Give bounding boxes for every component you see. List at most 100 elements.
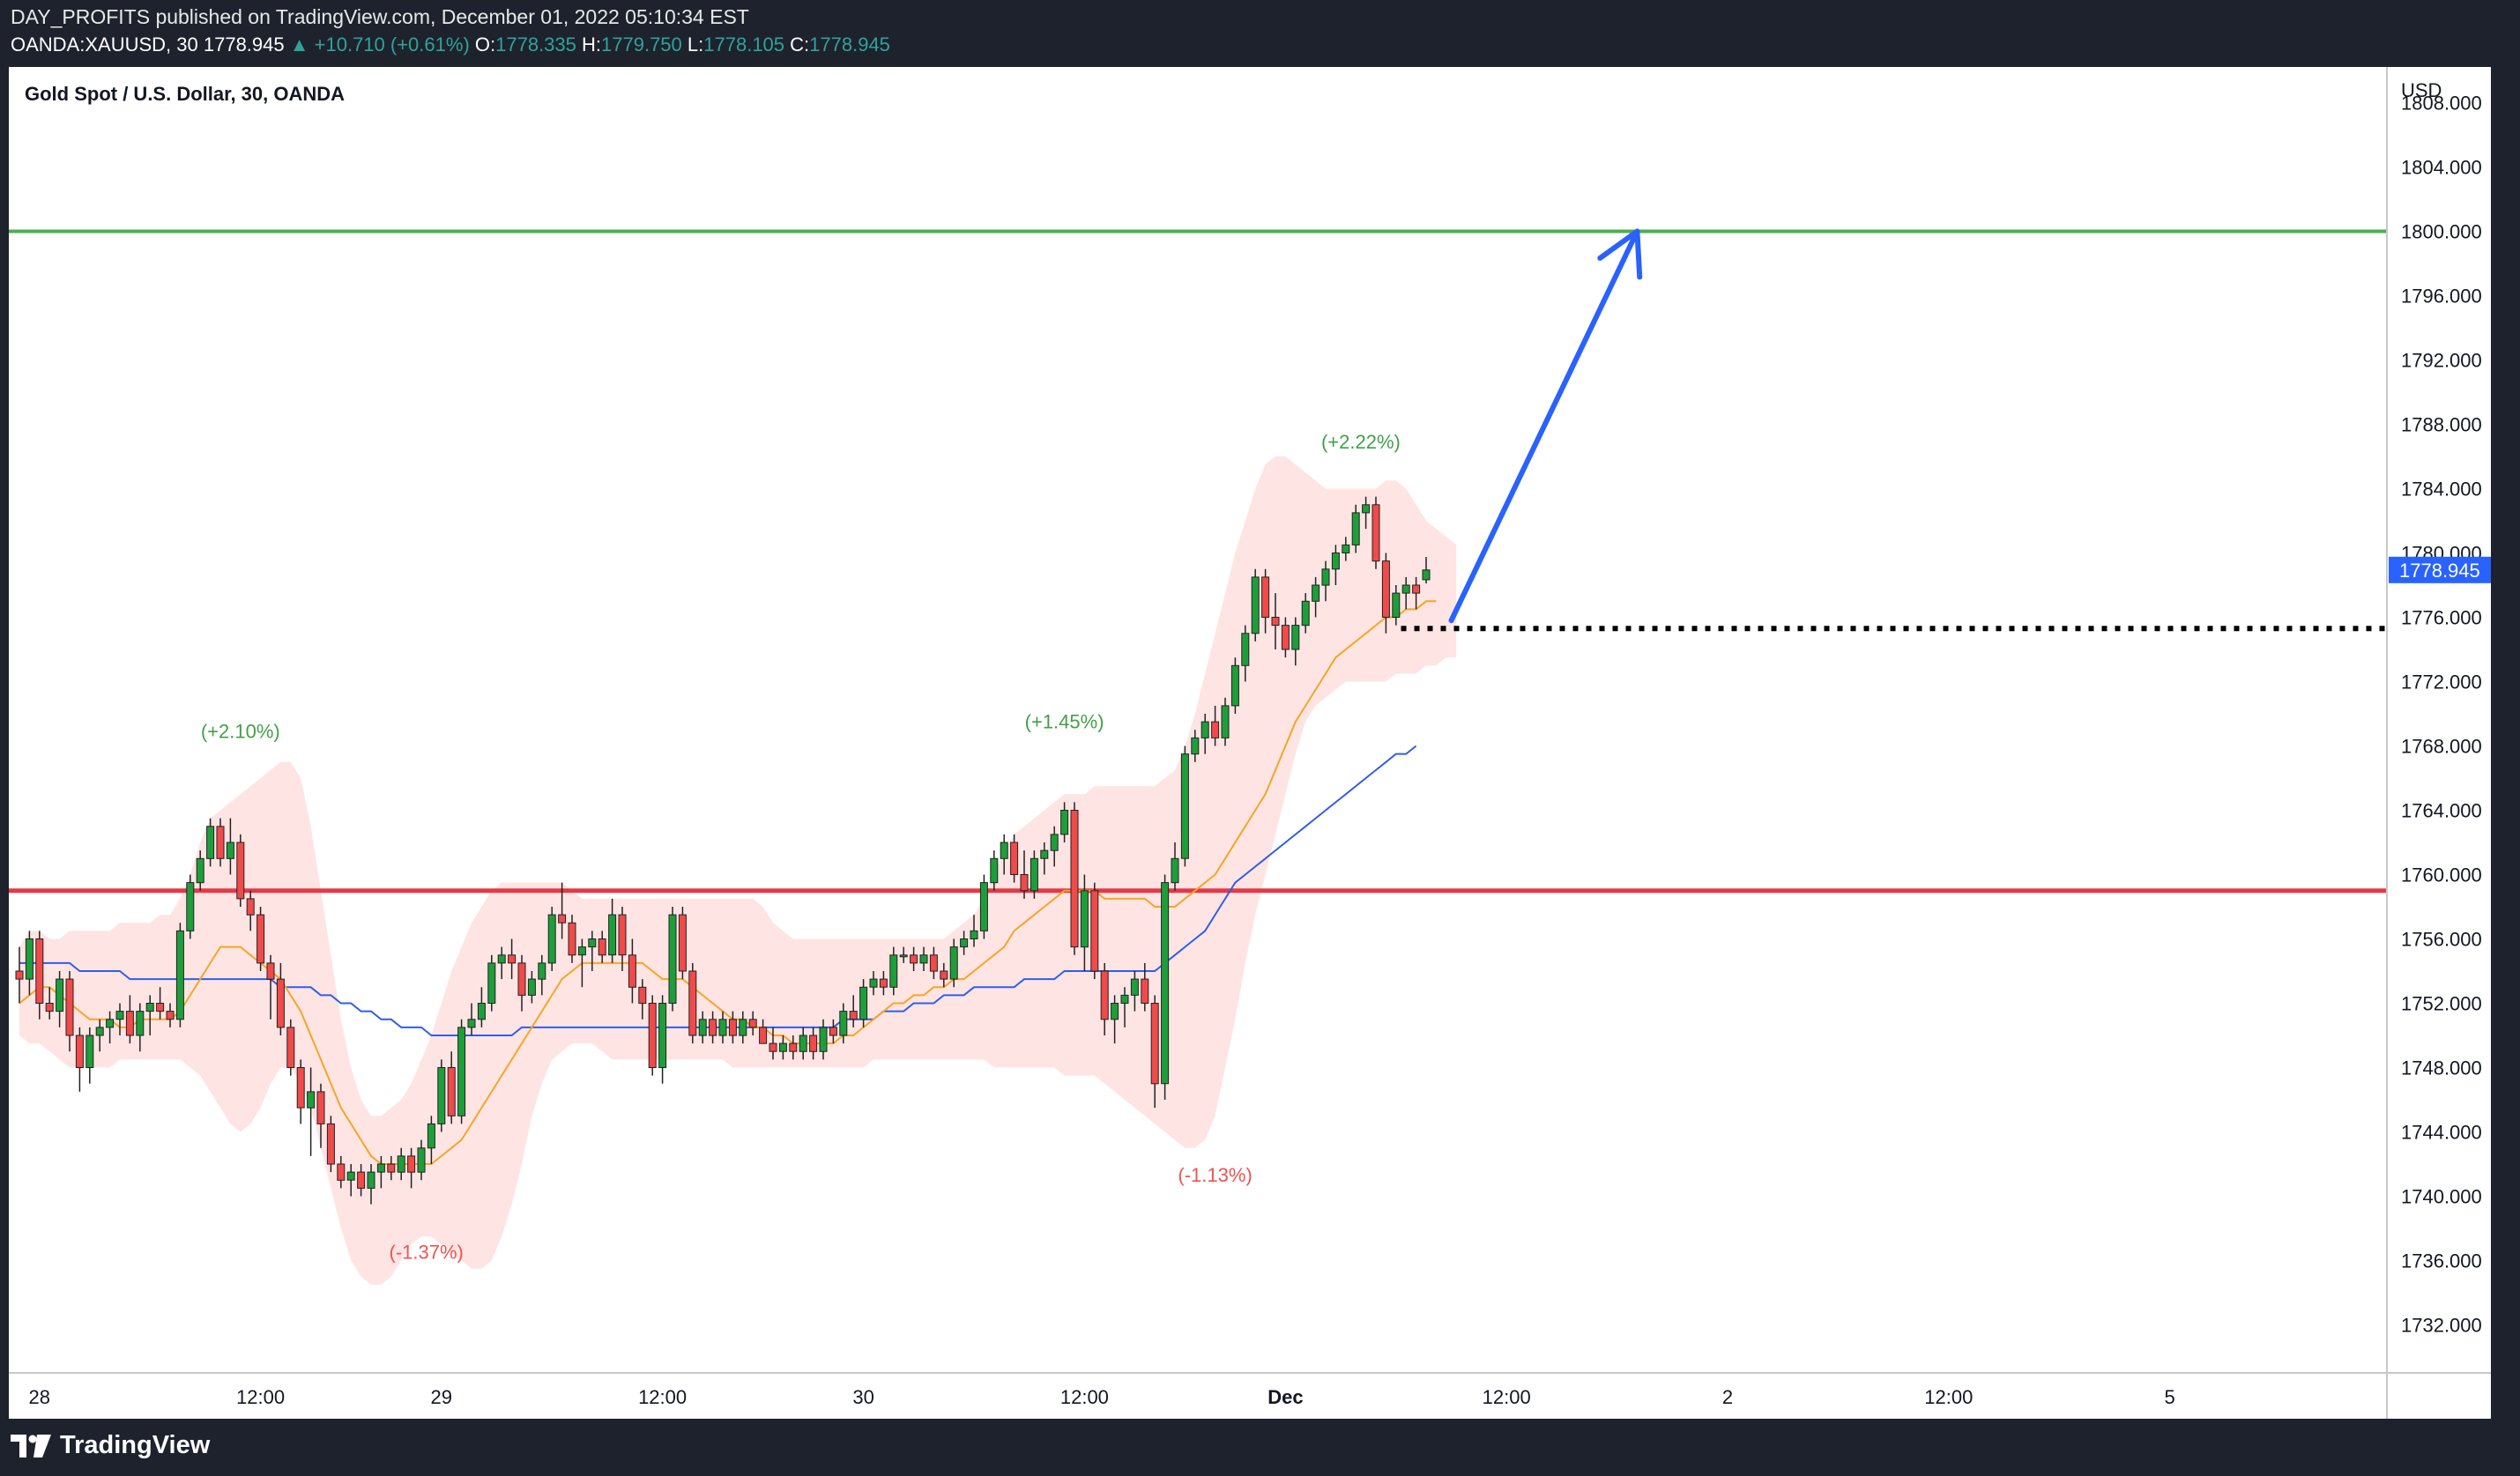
candle[interactable] — [990, 850, 999, 891]
candle[interactable] — [1050, 826, 1059, 867]
candle[interactable] — [256, 907, 265, 971]
candle[interactable] — [638, 979, 647, 1020]
time-axis[interactable]: 28 12:00 29 12:00 30 12:00 Dec 12:00 2 12:00 5 — [29, 1386, 2175, 1408]
candle[interactable] — [1100, 962, 1109, 1035]
candle[interactable] — [919, 946, 928, 971]
candle[interactable] — [759, 1019, 768, 1044]
candle[interactable] — [517, 954, 526, 1012]
candle[interactable] — [1150, 995, 1159, 1109]
candle[interactable] — [115, 1003, 124, 1036]
candle[interactable] — [668, 907, 677, 1012]
candle[interactable] — [316, 1083, 325, 1148]
candle[interactable] — [1060, 802, 1069, 842]
candle[interactable] — [748, 1011, 757, 1035]
candle[interactable] — [1271, 593, 1280, 649]
candle[interactable] — [829, 1019, 837, 1044]
candle[interactable] — [558, 882, 567, 939]
price-axis[interactable]: 1808.000 1804.000 1800.000 1796.000 1792.000… — [2401, 93, 2482, 1337]
candle[interactable] — [65, 971, 74, 1052]
candle[interactable] — [447, 1051, 456, 1124]
candle[interactable] — [839, 1003, 848, 1044]
candle[interactable] — [869, 971, 878, 996]
candle[interactable] — [1130, 971, 1139, 1012]
candle[interactable] — [648, 995, 657, 1076]
candle[interactable] — [547, 907, 556, 971]
candle[interactable] — [196, 850, 204, 891]
candle[interactable] — [1201, 714, 1209, 754]
candle[interactable] — [1412, 576, 1421, 610]
candle[interactable] — [296, 1059, 305, 1124]
candle[interactable] — [709, 1011, 717, 1044]
candle[interactable] — [940, 962, 948, 988]
candle[interactable] — [1372, 496, 1380, 569]
candle[interactable] — [628, 938, 636, 1004]
candle[interactable] — [1211, 705, 1220, 746]
candle[interactable] — [125, 995, 134, 1044]
candle[interactable] — [769, 1027, 777, 1060]
candle[interactable] — [145, 995, 154, 1035]
candle[interactable] — [508, 938, 517, 980]
candle[interactable] — [899, 946, 908, 963]
candle[interactable] — [1111, 995, 1119, 1044]
candle[interactable] — [1281, 617, 1290, 658]
chart-area[interactable]: (+2.10%) (-1.37%) (+1.45%) (-1.13%) (+2.22%)… — [9, 67, 2491, 1419]
candle[interactable] — [789, 1035, 798, 1060]
candle[interactable] — [1251, 568, 1260, 642]
candle[interactable] — [367, 1164, 375, 1205]
candle[interactable] — [1381, 553, 1390, 634]
candle[interactable] — [397, 1147, 405, 1181]
candle[interactable] — [778, 1035, 787, 1060]
candle[interactable] — [75, 1027, 84, 1092]
candle[interactable] — [718, 1011, 727, 1044]
candle[interactable] — [346, 1164, 355, 1197]
candle[interactable] — [568, 915, 576, 963]
candle[interactable] — [337, 1155, 346, 1189]
candle[interactable] — [1020, 850, 1029, 899]
candle[interactable] — [457, 1019, 466, 1124]
candle[interactable] — [236, 834, 245, 907]
candle[interactable] — [326, 1116, 335, 1173]
candle[interactable] — [588, 931, 597, 971]
candle[interactable] — [1291, 617, 1300, 666]
candle[interactable] — [487, 954, 496, 1012]
candle[interactable] — [1362, 496, 1371, 530]
candle[interactable] — [1312, 576, 1320, 618]
candle[interactable] — [728, 1011, 737, 1044]
candle[interactable] — [136, 1003, 145, 1052]
candle[interactable] — [437, 1059, 446, 1132]
candle[interactable] — [799, 1027, 807, 1060]
candle[interactable] — [186, 874, 195, 939]
candle[interactable] — [739, 1011, 747, 1044]
publisher-name[interactable]: DAY_PROFITS — [11, 5, 151, 28]
candle[interactable] — [970, 915, 978, 947]
candle[interactable] — [819, 1019, 828, 1060]
candle[interactable] — [417, 1139, 426, 1181]
candle[interactable] — [960, 931, 969, 955]
candle[interactable] — [35, 931, 44, 1020]
candle[interactable] — [427, 1116, 435, 1164]
candle[interactable] — [1221, 697, 1230, 746]
candle[interactable] — [1392, 585, 1401, 626]
candle[interactable] — [1351, 504, 1360, 553]
candle[interactable] — [949, 938, 958, 988]
candle[interactable] — [598, 931, 606, 963]
candle[interactable] — [206, 818, 215, 867]
candle[interactable] — [618, 907, 627, 971]
candle[interactable] — [166, 1003, 175, 1027]
candle[interactable] — [216, 818, 225, 867]
candle[interactable] — [307, 1067, 316, 1156]
candle[interactable] — [859, 979, 868, 1027]
candle[interactable] — [1191, 730, 1200, 762]
candle[interactable] — [929, 946, 938, 980]
candle[interactable] — [1241, 625, 1250, 682]
candle[interactable] — [15, 946, 24, 1004]
candle[interactable] — [45, 987, 54, 1020]
candle[interactable] — [889, 946, 898, 996]
price-chart[interactable]: (+2.10%) (-1.37%) (+1.45%) (-1.13%) (+2.22%)… — [9, 67, 2491, 1419]
candle[interactable] — [688, 962, 697, 1044]
candle[interactable] — [1141, 962, 1149, 1012]
candle[interactable] — [1301, 593, 1310, 634]
candle[interactable] — [1180, 745, 1189, 867]
candle[interactable] — [979, 874, 988, 939]
candle[interactable] — [1070, 802, 1079, 955]
